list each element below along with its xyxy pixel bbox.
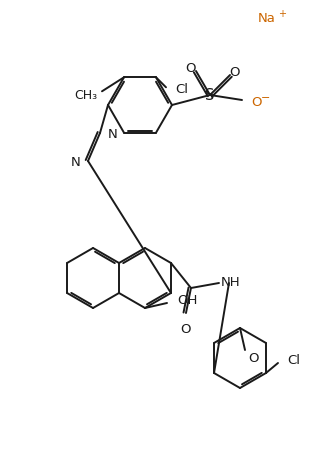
Text: O: O [181, 323, 191, 336]
Text: Cl: Cl [175, 83, 188, 96]
Text: −: − [261, 93, 271, 103]
Text: N: N [70, 155, 80, 169]
Text: O: O [186, 62, 196, 74]
Text: Cl: Cl [287, 355, 300, 367]
Text: +: + [278, 9, 286, 19]
Text: O: O [230, 66, 240, 78]
Text: O: O [251, 96, 262, 109]
Text: N: N [108, 127, 118, 140]
Text: S: S [205, 87, 215, 102]
Text: NH: NH [221, 275, 241, 289]
Text: Na: Na [258, 11, 276, 24]
Text: CH₃: CH₃ [74, 89, 97, 102]
Text: O: O [248, 352, 258, 365]
Text: OH: OH [177, 294, 197, 308]
